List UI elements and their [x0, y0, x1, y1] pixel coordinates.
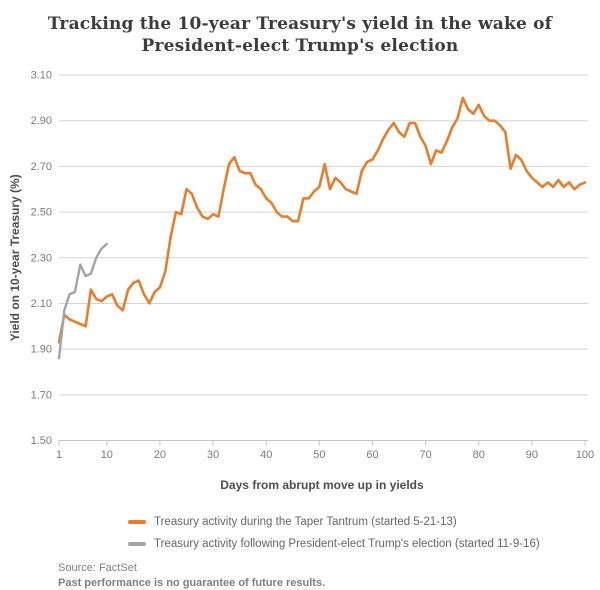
y-tick-label: 2.90: [31, 115, 52, 127]
chart-footer: Source: FactSet Past performance is no g…: [58, 561, 325, 590]
x-tick-label: 30: [207, 449, 219, 461]
legend-item-taper-tantrum: Treasury activity during the Taper Tantr…: [128, 511, 540, 533]
y-tick-label: 2.10: [31, 298, 52, 310]
y-tick-label: 1.70: [31, 389, 52, 401]
x-tick-label: 40: [260, 449, 272, 461]
legend-label-taper-tantrum: Treasury activity during the Taper Tantr…: [154, 516, 457, 528]
legend-swatch-gray: [128, 542, 146, 546]
line-chart: 1.50 1.70 1.90 2.10 2.30 2.50 2.70 2.90 3.10 1 10 2…: [8, 70, 594, 493]
series-line-trump-election: [57, 242, 109, 360]
y-tick-label: 1.90: [31, 344, 52, 356]
legend-swatch-orange: [128, 520, 146, 524]
chart-title-line2: President-elect Trump's election: [141, 36, 459, 56]
x-tick-label: 1: [56, 449, 62, 461]
legend-label-trump-election: Treasury activity following President-el…: [154, 538, 540, 550]
y-tick-label: 2.70: [31, 161, 52, 173]
x-tick-label: 60: [366, 449, 378, 461]
legend-item-trump-election: Treasury activity following President-el…: [128, 533, 540, 555]
series-line-taper-tantrum: [57, 96, 587, 344]
x-tick-label: 100: [576, 449, 594, 461]
x-tick-label: 10: [101, 449, 113, 461]
x-tick-label: 20: [154, 449, 166, 461]
x-axis-title: Days from abrupt move up in yields: [220, 478, 424, 492]
x-tick-label: 90: [526, 449, 538, 461]
disclaimer-note: Past performance is no guarantee of futu…: [58, 577, 326, 589]
y-tick-label: 2.50: [31, 207, 52, 219]
y-tick-label: 1.50: [31, 435, 52, 447]
x-tick-label: 80: [473, 449, 485, 461]
source-note: Source: FactSet: [58, 562, 137, 574]
x-tick-label: 50: [313, 449, 325, 461]
chart-title-line1: Tracking the 10-year Treasury's yield in…: [47, 14, 553, 34]
y-axis-title: Yield on 10-year Treasury (%): [8, 174, 22, 341]
chart-title: Tracking the 10-year Treasury's yield in…: [0, 13, 600, 57]
y-tick-label: 2.30: [31, 252, 52, 264]
x-tick-label: 70: [419, 449, 431, 461]
legend: Treasury activity during the Taper Tantr…: [128, 511, 540, 555]
y-tick-label: 3.10: [31, 70, 52, 82]
